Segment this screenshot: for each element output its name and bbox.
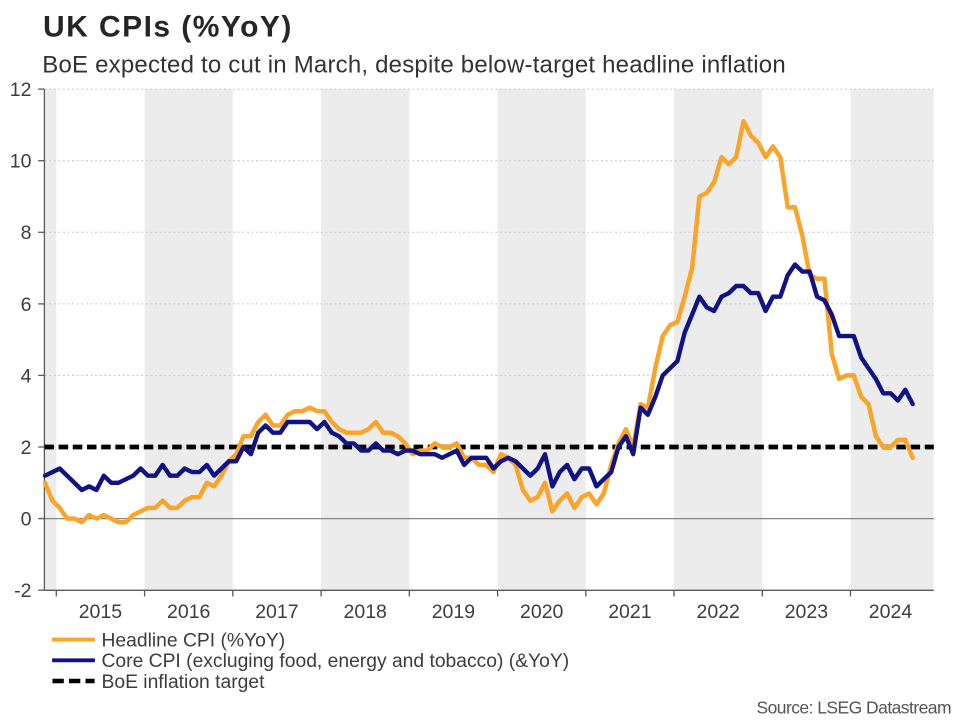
svg-text:2022: 2022 xyxy=(697,601,740,623)
svg-text:4: 4 xyxy=(21,365,32,387)
svg-text:2: 2 xyxy=(21,437,32,459)
svg-text:-2: -2 xyxy=(14,580,31,602)
svg-text:8: 8 xyxy=(21,222,32,244)
svg-text:10: 10 xyxy=(10,151,32,173)
svg-text:12: 12 xyxy=(10,79,32,101)
svg-text:2015: 2015 xyxy=(79,601,123,623)
svg-text:UK CPIs (%YoY): UK CPIs (%YoY) xyxy=(43,11,293,44)
svg-text:BoE inflation target: BoE inflation target xyxy=(102,672,266,693)
svg-text:6: 6 xyxy=(21,294,32,316)
svg-text:2024: 2024 xyxy=(869,601,913,623)
svg-text:2018: 2018 xyxy=(344,601,387,623)
svg-text:2021: 2021 xyxy=(608,601,651,623)
svg-text:Core CPI (excluging food, ener: Core CPI (excluging food, energy and tob… xyxy=(102,651,570,672)
svg-text:2017: 2017 xyxy=(255,601,298,623)
svg-text:2016: 2016 xyxy=(167,601,210,623)
svg-text:0: 0 xyxy=(21,509,32,531)
svg-text:BoE expected to cut in March,: BoE expected to cut in March, despite be… xyxy=(42,52,786,79)
svg-text:2023: 2023 xyxy=(785,601,828,623)
svg-text:Headline CPI (%YoY): Headline CPI (%YoY) xyxy=(102,630,286,651)
svg-text:2019: 2019 xyxy=(432,601,475,623)
svg-text:2020: 2020 xyxy=(520,601,564,623)
svg-text:Source: LSEG Datastream: Source: LSEG Datastream xyxy=(756,697,951,717)
